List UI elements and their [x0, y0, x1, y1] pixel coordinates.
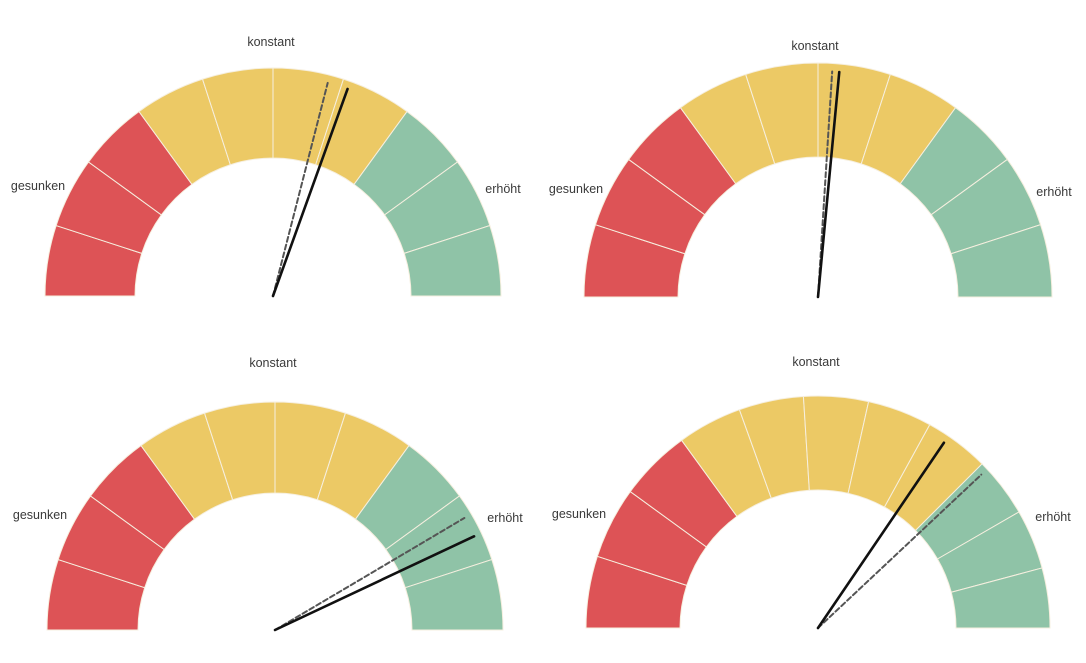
- gauge-label-high: erhöht: [487, 511, 523, 525]
- gauge-3: gesunken konstant erhöht: [13, 356, 523, 632]
- gauge-needle-dashed: [274, 517, 466, 631]
- gauge-label-mid: konstant: [249, 356, 297, 370]
- gauge-needle-dashed: [272, 81, 329, 297]
- gauge-needle-solid: [273, 535, 476, 632]
- gauge-label-mid: konstant: [247, 35, 295, 49]
- gauge-needle-dashed: [817, 473, 983, 629]
- gauge-label-low: gesunken: [13, 508, 67, 522]
- gauge-needle-solid: [271, 87, 349, 298]
- gauge-label-high: erhöht: [1035, 510, 1071, 524]
- gauge-label-low: gesunken: [11, 179, 65, 193]
- gauge-needle-solid: [816, 441, 946, 630]
- gauge-label-high: erhöht: [1036, 185, 1072, 199]
- gauge-band-high-segment: [950, 567, 1051, 629]
- gauge-label-high: erhöht: [485, 182, 521, 196]
- gauge-2: gesunken konstant erhöht: [549, 39, 1072, 299]
- gauge-needle-solid: [816, 70, 841, 299]
- gauge-label-mid: konstant: [791, 39, 839, 53]
- gauge-band-high-segment: [950, 224, 1053, 298]
- gauge-4: gesunken konstant erhöht: [552, 355, 1071, 630]
- gauge-band-high-segment: [403, 224, 502, 297]
- gauge-1: gesunken konstant erhöht: [11, 35, 521, 298]
- gauge-band-high-segment: [404, 558, 504, 631]
- gauge-label-low: gesunken: [552, 507, 606, 521]
- gauge-label-low: gesunken: [549, 182, 603, 196]
- gauge-label-mid: konstant: [792, 355, 840, 369]
